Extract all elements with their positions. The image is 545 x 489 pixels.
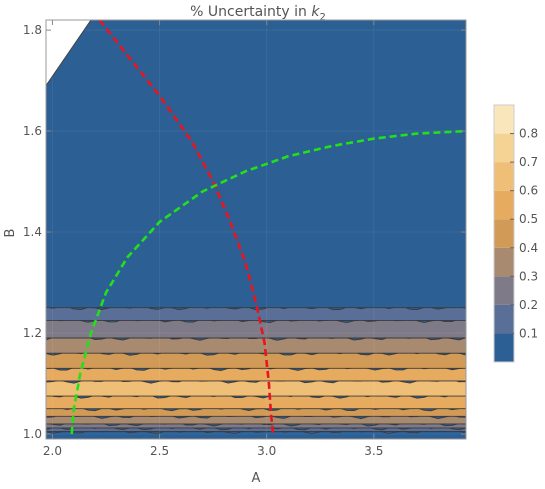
plot-frame: [45, 19, 467, 440]
x-tick-label: 3.0: [257, 444, 276, 458]
contour-bands: [46, 20, 466, 439]
colorbar-tick-label: 0.1: [519, 326, 538, 340]
y-axis-ticks: 1.0 1.2 1.4 1.6 1.8: [23, 23, 466, 441]
colorbar-tick-label: 0.2: [519, 298, 538, 312]
blank-region: [46, 20, 92, 87]
colorbar-tick-label: 0.5: [519, 212, 538, 226]
colorbar-ticks: 0.1 0.2 0.3 0.4 0.5 0.6 0.7 0.8: [510, 127, 538, 340]
series-line-2: [70, 129, 466, 435]
y-tick-label: 1.0: [23, 427, 42, 441]
y-axis-label: B: [3, 229, 18, 238]
colorbar-swatch: [494, 333, 514, 362]
title-symbol: k: [311, 4, 320, 20]
colorbar-tick-label: 0.8: [519, 127, 538, 141]
colorbar-swatch: [494, 276, 514, 305]
colorbar-swatch: [494, 105, 514, 134]
x-tick-label: 2.0: [43, 444, 62, 458]
colorbar-swatch: [494, 247, 514, 277]
colorbar-tick-label: 0.4: [519, 241, 538, 255]
chart-title: % Uncertainty in k2: [190, 4, 326, 23]
series-layer: [70, 20, 466, 435]
colorbar-frame: [493, 104, 515, 363]
colorbar-swatch: [494, 219, 514, 248]
colorbar-tick-label: 0.6: [519, 184, 538, 198]
colorbar-swatch: [494, 133, 514, 163]
x-tick-label: 3.5: [364, 444, 383, 458]
series-line-1: [98, 20, 275, 435]
title-subscript: 2: [319, 12, 325, 23]
x-axis-label: A: [252, 471, 261, 486]
colorbar-swatch: [494, 304, 514, 334]
plot-area: [46, 20, 466, 439]
x-axis-ticks: 2.0 2.5 3.0 3.5: [43, 20, 383, 458]
y-tick-label: 1.8: [23, 23, 42, 37]
grid-lines: [46, 20, 466, 439]
x-tick-label: 2.5: [150, 444, 169, 458]
colorbar-swatch: [494, 190, 514, 220]
colorbar-tick-label: 0.7: [519, 155, 538, 169]
colorbar-swatch: [494, 162, 514, 191]
y-tick-label: 1.2: [23, 326, 42, 340]
colorbar-tick-label: 0.3: [519, 269, 538, 283]
colorbar-swatches: [494, 105, 514, 362]
y-tick-label: 1.4: [23, 225, 42, 239]
y-tick-label: 1.6: [23, 124, 42, 138]
contour-band: [46, 335, 466, 354]
colorbar: 0.1 0.2 0.3 0.4 0.5 0.6 0.7 0.8: [493, 104, 538, 363]
contour-band: [46, 20, 466, 309]
title-text: % Uncertainty in: [190, 4, 311, 20]
